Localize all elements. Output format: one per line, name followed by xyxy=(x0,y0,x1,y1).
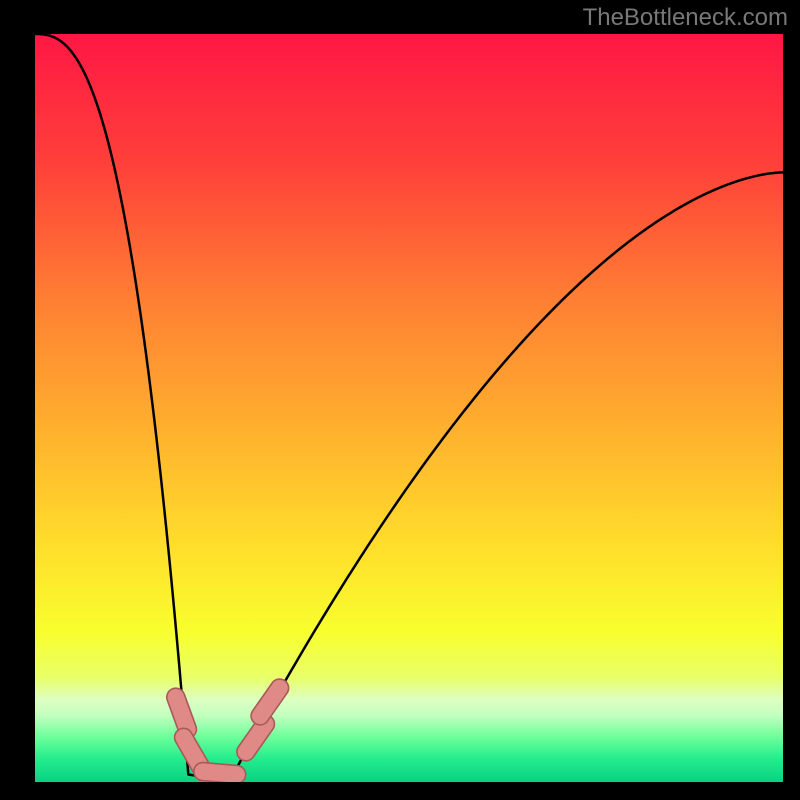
watermark-text: TheBottleneck.com xyxy=(583,4,788,32)
highlight-marker xyxy=(193,762,246,784)
bottleneck-chart xyxy=(0,0,800,800)
plot-background xyxy=(35,34,783,782)
stage: TheBottleneck.com xyxy=(0,0,800,800)
